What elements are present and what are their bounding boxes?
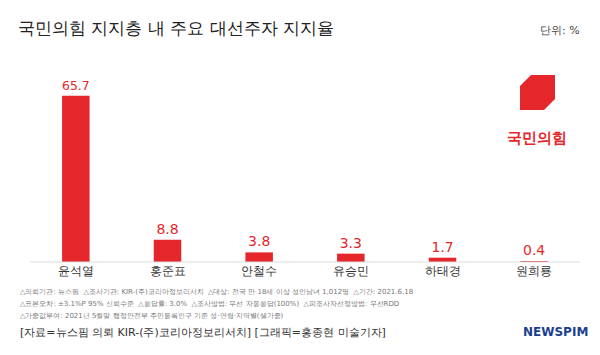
svg-text:3.3: 3.3 <box>340 235 362 251</box>
svg-text:△의뢰기관: 뉴스핌 △조사기관: KIR-(주)코리아정: △의뢰기관: 뉴스핌 △조사기관: KIR-(주)코리아정보리서치 △대상: 전… <box>20 288 413 296</box>
svg-text:1.7: 1.7 <box>431 239 453 255</box>
svg-text:65.7: 65.7 <box>62 79 89 93</box>
svg-text:하태경: 하태경 <box>425 264 461 278</box>
svg-text:국민의힘: 국민의힘 <box>507 129 567 147</box>
svg-text:[자료=뉴스핌 의뢰 KIR-(주)코리아정보리서치] [그: [자료=뉴스핌 의뢰 KIR-(주)코리아정보리서치] [그래픽=홍종현 미술기… <box>20 326 386 339</box>
svg-text:8.8: 8.8 <box>156 221 178 237</box>
svg-text:단위: %: 단위: % <box>540 24 580 37</box>
svg-text:홍준표: 홍준표 <box>150 264 186 278</box>
svg-text:유승민: 유승민 <box>333 264 369 278</box>
svg-text:0.4: 0.4 <box>523 242 545 258</box>
svg-text:NEWSPIM: NEWSPIM <box>523 325 588 339</box>
svg-text:△가중값부여: 2021년 5월말 행정안전부 주민등록인구: △가중값부여: 2021년 5월말 행정안전부 주민등록인구 기준 성·연령·지… <box>20 312 284 320</box>
svg-text:국민의힘 지지층 내 주요 대선주자 지지율: 국민의힘 지지층 내 주요 대선주자 지지율 <box>18 18 334 38</box>
svg-text:3.8: 3.8 <box>248 233 270 249</box>
svg-text:안철수: 안철수 <box>241 264 277 278</box>
svg-text:△표본오차: ±3.1%P 95% 신뢰수준 △응답률:: △표본오차: ±3.1%P 95% 신뢰수준 △응답률: 3.0% △조사방법:… <box>20 300 399 308</box>
svg-text:윤석열: 윤석열 <box>58 264 94 278</box>
svg-text:원희룡: 원희룡 <box>516 264 552 278</box>
